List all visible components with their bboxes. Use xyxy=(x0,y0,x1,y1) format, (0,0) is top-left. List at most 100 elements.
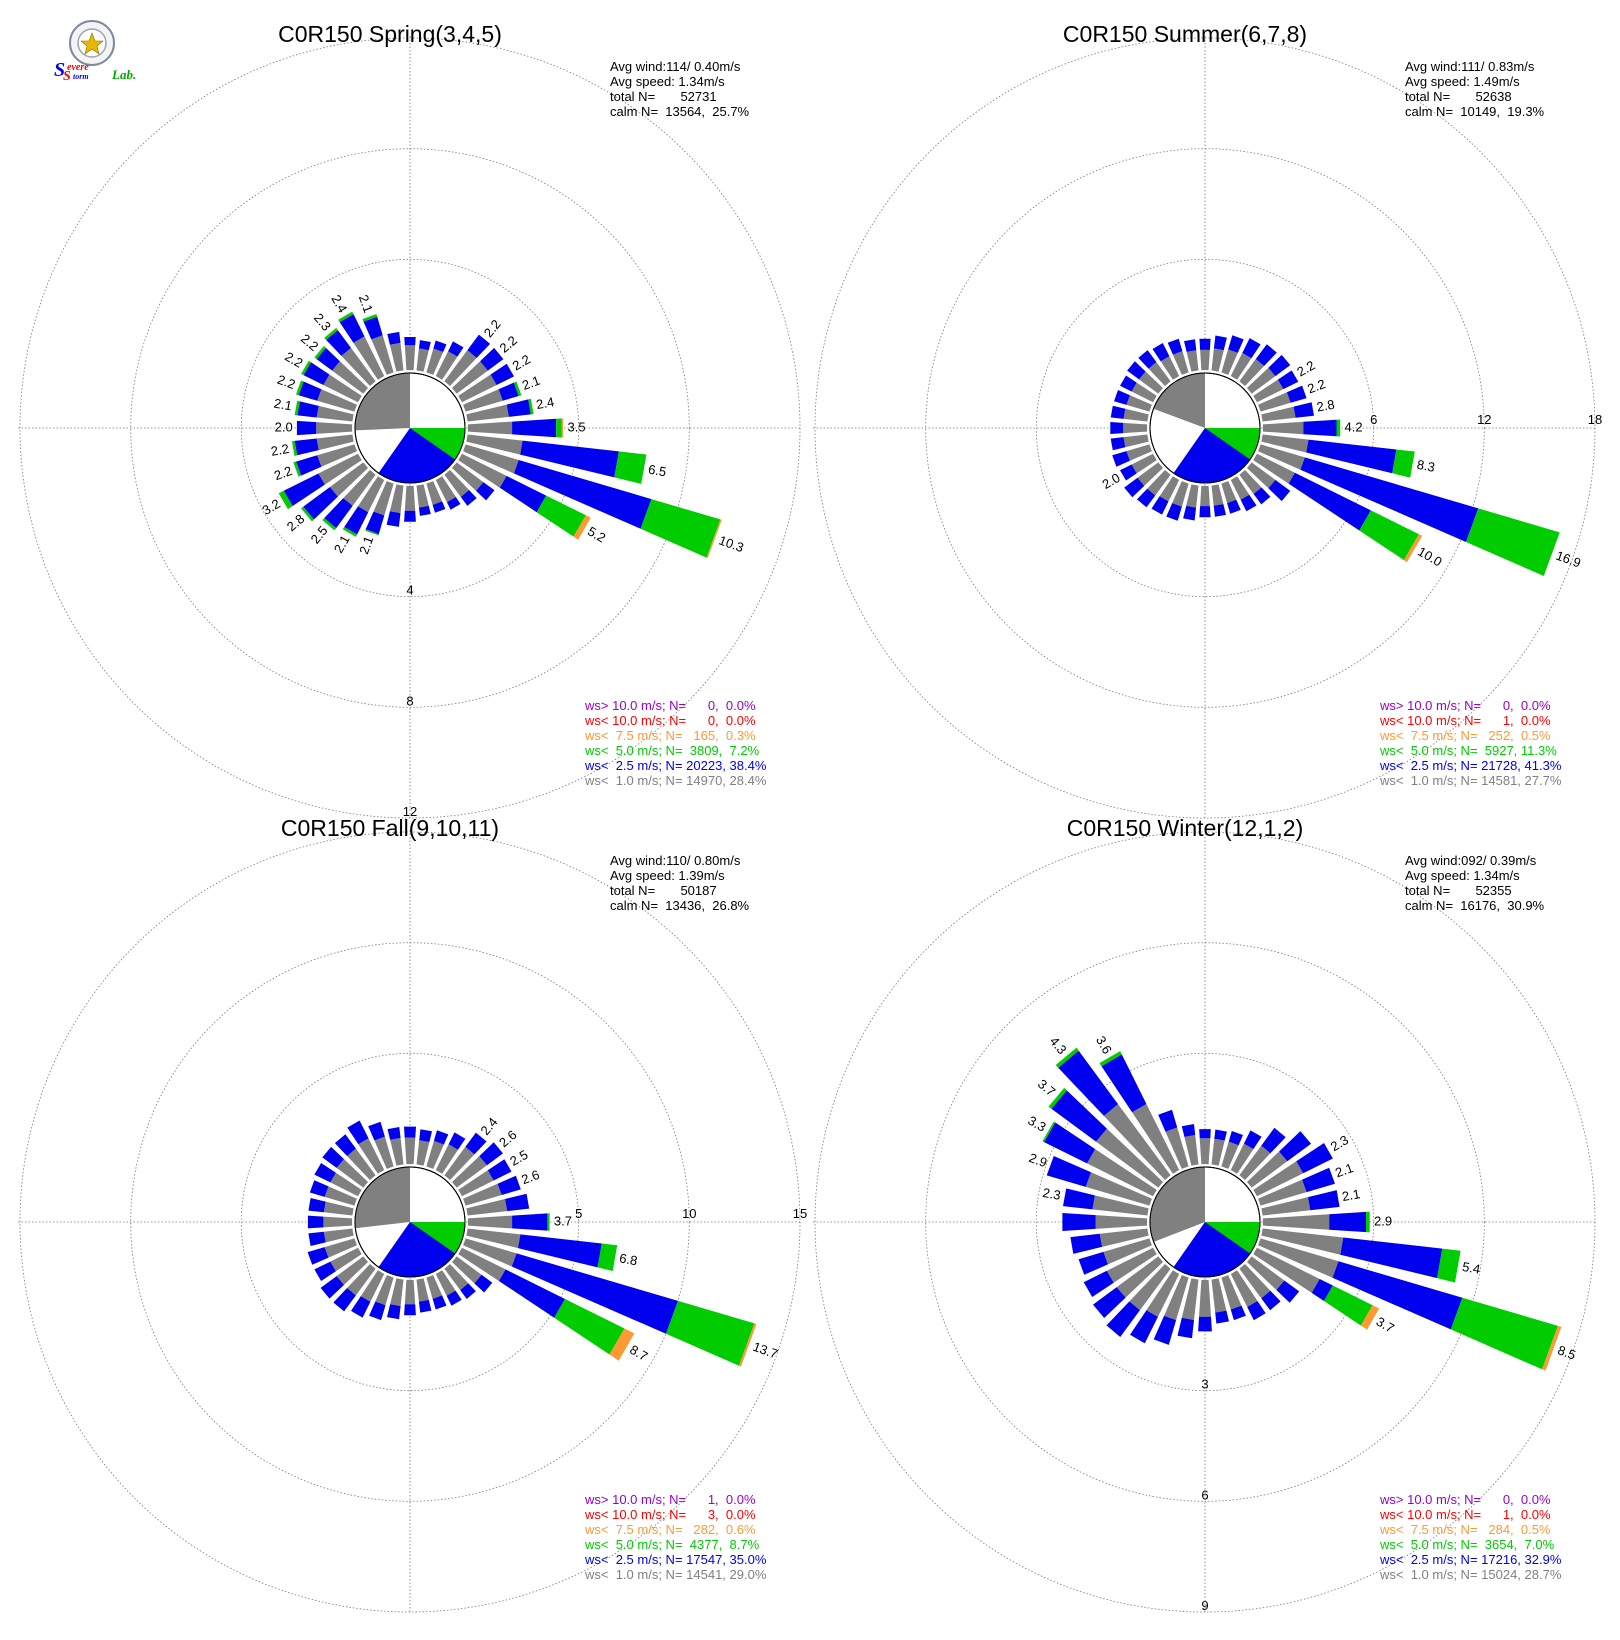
sector-percent-label: 3.6 xyxy=(1093,1033,1115,1056)
sector-bar-lt2-5 xyxy=(512,1213,548,1231)
sector-bar-lt1 xyxy=(324,1186,357,1206)
sector-bar-lt2-5 xyxy=(1110,422,1124,434)
sector-bar-lt5 xyxy=(324,327,338,340)
sector-bar-lt2-5 xyxy=(1242,338,1261,359)
sector-bar-lt2-5 xyxy=(294,438,319,456)
sector-bar-lt1 xyxy=(1131,382,1157,403)
logo-s2: S xyxy=(63,69,71,84)
sector-bar-lt2-5 xyxy=(404,337,416,346)
sector-bar-lt1 xyxy=(435,351,458,380)
sector-bar-lt1 xyxy=(1106,1247,1157,1283)
sector-bar-lt2-5 xyxy=(404,510,416,522)
stat-line: calm N= 13436, 26.8% xyxy=(610,898,750,913)
sector-bar-lt2-5 xyxy=(511,1253,678,1334)
sector-bar-lt1 xyxy=(358,1138,385,1174)
sector-percent-label: 2.4 xyxy=(535,394,555,412)
sector-bar-lt5 xyxy=(614,451,647,484)
calm-inner-green xyxy=(410,428,465,460)
sector-percent-label: 2.2 xyxy=(272,463,294,483)
panel-title: C0R150 Fall(9,10,11) xyxy=(281,815,499,841)
ring-tick-label: 9 xyxy=(1201,1598,1208,1613)
stat-line: Avg speed: 1.34m/s xyxy=(610,74,725,89)
wind-rose-panel: 3 6 9 2.3 2.1 2.1 2.9 5.4 8.5 3.7 2.3 2.9 3.3 3.7 4.3 3… xyxy=(813,815,1597,1614)
sector-bar-lt1 xyxy=(1123,422,1148,434)
sector-bar-lt5 xyxy=(513,381,522,396)
sector-bar-lt2-5 xyxy=(1268,354,1291,377)
sector-bar-lt1 xyxy=(1253,1247,1320,1293)
sector-bar-lt5 xyxy=(1392,449,1415,478)
sector-bar-lt2-5 xyxy=(1046,1156,1091,1187)
sector-bar-lt2-5 xyxy=(1286,385,1307,403)
sector-bar-lt1 xyxy=(1200,349,1210,371)
sector-bar-lt1 xyxy=(452,1156,487,1188)
sector-bar-lt1 xyxy=(1258,392,1291,412)
sector-bar-lt1 xyxy=(1239,470,1262,494)
sector-bar-lt1 xyxy=(330,1247,362,1272)
calm-inner-green xyxy=(410,1222,466,1254)
sector-bar-lt1 xyxy=(390,1278,404,1306)
stat-line: Avg wind:092/ 0.39m/s xyxy=(1405,853,1537,868)
sector-percent-label: 2.4 xyxy=(477,1114,500,1137)
sector-bar-lt1 xyxy=(1186,484,1199,508)
sector-bar-lt5 xyxy=(1048,1087,1067,1109)
sector-bar-lt2-5 xyxy=(490,363,514,385)
sector-percent-label: 2.3 xyxy=(311,310,334,333)
sector-percent-label: 2.9 xyxy=(1027,1150,1049,1170)
sector-bar-lt2-5 xyxy=(460,1283,476,1299)
sector-bar-lt1 xyxy=(1211,348,1224,372)
sector-bar-lt2-5 xyxy=(326,330,351,356)
sector-bar-lt1 xyxy=(318,453,362,485)
sector-bar-lt2-5 xyxy=(1051,1090,1107,1142)
sector-bar-lt2-5 xyxy=(498,382,519,401)
sector-percent-label: 2.1 xyxy=(356,293,376,315)
sector-bar-lt1 xyxy=(1262,1214,1330,1230)
sector-bar-lt1 xyxy=(1103,1238,1152,1265)
sector-bar-lt5 xyxy=(640,499,721,558)
sector-bar-lt1 xyxy=(1258,1238,1339,1278)
sector-percent-label: 2.1 xyxy=(520,373,542,393)
sector-bar-lt2-5 xyxy=(1167,338,1183,355)
ring-tick-label: 8 xyxy=(406,693,413,708)
sector-percent-label: 2.1 xyxy=(1341,1186,1361,1204)
sector-bar-lt7-5 xyxy=(561,418,564,438)
sector-bar-lt1 xyxy=(444,1146,475,1180)
sector-bar-lt5 xyxy=(554,1299,625,1355)
sector-bar-lt2-5 xyxy=(418,1299,432,1313)
sector-bar-lt2-5 xyxy=(404,1126,416,1138)
sector-bar-lt2-5 xyxy=(1240,494,1257,512)
sector-bar-lt1 xyxy=(1172,351,1189,375)
sector-percent-label: 2.1 xyxy=(273,396,293,414)
sector-bar-lt2-5 xyxy=(432,501,446,513)
sector-bar-lt2-5 xyxy=(283,473,325,506)
sector-bar-lt1 xyxy=(466,1228,521,1249)
sector-bar-lt2-5 xyxy=(1101,1054,1147,1113)
sector-bar-lt2-5 xyxy=(344,506,369,535)
calm-circle-outline xyxy=(354,1166,466,1278)
sector-bar-lt1 xyxy=(404,1279,416,1305)
sector-percent-label: 3.3 xyxy=(1025,1113,1048,1135)
sector-bar-lt1 xyxy=(1146,1270,1180,1317)
sector-bar-lt7-5 xyxy=(609,1328,635,1361)
sector-bar-lt5 xyxy=(362,314,378,322)
sector-bar-lt2-5 xyxy=(1303,419,1337,437)
sector-bar-lt1 xyxy=(1239,1264,1271,1299)
sector-bar-lt2-5 xyxy=(480,347,504,371)
sector-bar-lt2-5 xyxy=(465,1132,487,1155)
sector-bar-lt1 xyxy=(1139,371,1163,394)
sector-bar-lt1 xyxy=(426,481,443,505)
calm-inner-green xyxy=(1205,428,1260,460)
sector-bar-lt2-5 xyxy=(387,331,401,345)
sector-bar-lt2-5 xyxy=(1308,1190,1340,1211)
sector-bar-lt5 xyxy=(1336,419,1341,437)
stat-line: total N= 52638 xyxy=(1405,89,1512,104)
sector-percent-label: 2.2 xyxy=(481,317,504,340)
sector-percent-label: 3.2 xyxy=(260,496,283,518)
sector-bar-lt1 xyxy=(435,1270,456,1296)
sector-bar-lt7-5 xyxy=(1403,534,1423,563)
sector-percent-label: 2.0 xyxy=(1099,470,1122,492)
sector-bar-lt1 xyxy=(444,470,470,497)
stat-line: total N= 52731 xyxy=(610,89,717,104)
sector-bar-lt1 xyxy=(1261,1197,1311,1216)
sector-bar-lt5 xyxy=(1042,1121,1056,1143)
ring-tick-label: 10 xyxy=(682,1206,696,1221)
